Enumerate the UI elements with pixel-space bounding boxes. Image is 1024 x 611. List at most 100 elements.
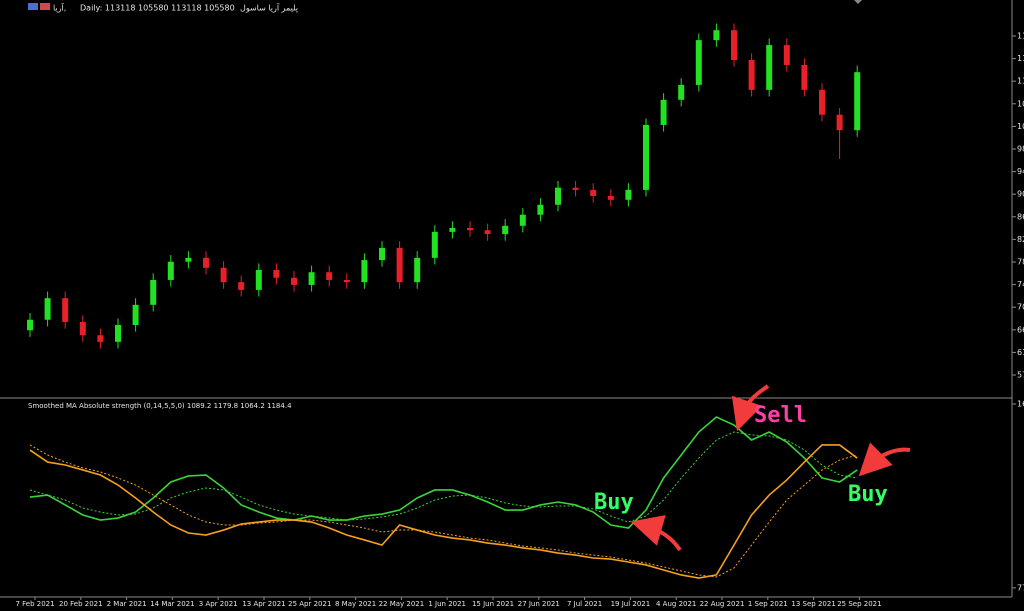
y-tick-label: 98800 xyxy=(1017,144,1024,153)
candle-body xyxy=(62,298,69,322)
candle-body xyxy=(203,257,209,268)
indicator-line xyxy=(29,416,858,529)
x-tick-label: 19 Jul 2021 xyxy=(611,600,651,608)
candle-body xyxy=(537,204,544,215)
x-tick-label: 1 Sep 2021 xyxy=(748,600,788,608)
candle-body xyxy=(414,257,421,283)
candle-body xyxy=(150,279,157,305)
candle-body xyxy=(607,195,614,200)
indicator-line xyxy=(29,431,858,523)
buy-arrow xyxy=(630,515,682,552)
chart-info: Daily: 113118 105580 113118 105580 xyxy=(80,4,235,13)
shift-marker xyxy=(854,0,862,4)
y-tick-label: 82440 xyxy=(1017,235,1024,244)
candle-body xyxy=(97,335,104,342)
candle-body xyxy=(220,267,227,283)
y-tick-label: 1637.6 xyxy=(1017,399,1024,408)
x-tick-label: 13 Apr 2021 xyxy=(242,600,285,608)
candle-body xyxy=(678,84,685,100)
x-tick-label: 7 Jul 2021 xyxy=(567,600,602,608)
candle-body xyxy=(431,231,438,258)
x-tick-label: 8 May 2021 xyxy=(335,600,376,608)
candle-body xyxy=(255,270,262,290)
candle-body xyxy=(379,247,385,261)
y-tick-label: 66080 xyxy=(1017,325,1024,334)
y-tick-label: 61990 xyxy=(1017,348,1024,357)
candle-body xyxy=(555,187,561,205)
x-tick-label: 4 Aug 2021 xyxy=(656,600,696,608)
candle-body xyxy=(695,40,702,85)
x-tick-label: 22 May 2021 xyxy=(379,600,425,608)
x-tick-label: 22 Aug 2021 xyxy=(700,600,745,608)
indicator-line xyxy=(29,444,858,578)
candle-body xyxy=(854,72,861,131)
candle-body xyxy=(783,45,790,65)
x-tick-label: 3 Apr 2021 xyxy=(199,600,238,608)
candle-body xyxy=(731,30,737,61)
x-tick-label: 2 Mar 2021 xyxy=(107,600,147,608)
x-tick-label: 1 Jun 2021 xyxy=(428,600,466,608)
candle-body xyxy=(502,225,509,235)
sell-label: Sell xyxy=(754,403,807,428)
indicator-title: Smoothed MA Absolute strength (0,14,5,5,… xyxy=(28,402,292,410)
buy-label: Buy xyxy=(848,482,888,507)
x-tick-label: 20 Feb 2021 xyxy=(59,600,103,608)
candle-body xyxy=(27,319,33,331)
x-tick-label: 25 Apr 2021 xyxy=(288,600,331,608)
y-tick-label: 77.3 xyxy=(1017,583,1024,592)
candle-body xyxy=(713,30,720,41)
x-tick-label: 7 Feb 2021 xyxy=(15,600,54,608)
flag-icon xyxy=(40,3,50,10)
flag-icon xyxy=(28,3,38,10)
y-tick-label: 106980 xyxy=(1017,99,1024,108)
candle-body xyxy=(291,277,297,285)
symbol: آریا, xyxy=(53,3,66,13)
candle-body xyxy=(273,270,280,278)
x-tick-label: 27 Jun 2021 xyxy=(518,600,560,608)
x-tick-label: 14 Mar 2021 xyxy=(150,600,194,608)
candle-body xyxy=(572,187,579,190)
candle-body xyxy=(167,261,174,280)
y-tick-label: 115160 xyxy=(1017,54,1024,63)
candle-body xyxy=(326,272,333,280)
candle-body xyxy=(361,260,368,283)
indicator-line xyxy=(29,444,858,579)
y-tick-label: 57900 xyxy=(1017,371,1024,380)
candle-body xyxy=(238,282,245,290)
x-tick-label: 15 Jun 2021 xyxy=(472,600,514,608)
candle-body xyxy=(396,247,403,283)
candle-body xyxy=(343,279,350,283)
x-tick-label: 25 Sep 2021 xyxy=(837,600,881,608)
candle-body xyxy=(766,45,773,90)
y-tick-label: 119250 xyxy=(1017,31,1024,40)
y-tick-label: 94710 xyxy=(1017,167,1024,176)
candle-body xyxy=(467,228,473,231)
candle-body xyxy=(44,298,51,320)
candle-body xyxy=(819,89,825,115)
y-tick-label: 111070 xyxy=(1017,77,1024,86)
y-tick-label: 86530 xyxy=(1017,212,1024,221)
candle-body xyxy=(132,304,139,325)
y-tick-label: 90620 xyxy=(1017,190,1024,199)
buy-arrow xyxy=(858,442,911,477)
candle-body xyxy=(801,64,808,90)
y-tick-label: 70170 xyxy=(1017,303,1024,312)
candle-body xyxy=(484,230,491,235)
x-tick-label: 13 Sep 2021 xyxy=(791,600,835,608)
y-tick-label: 78350 xyxy=(1017,257,1024,266)
candle-body xyxy=(643,124,649,190)
y-tick-label: 102890 xyxy=(1017,122,1024,131)
candle-body xyxy=(748,60,755,90)
symbol-name: پلیمر آریا ساسول xyxy=(240,3,298,13)
candle-body xyxy=(519,214,526,226)
y-tick-label: 74260 xyxy=(1017,280,1024,289)
candle-body xyxy=(625,189,632,200)
candle-body xyxy=(660,99,667,125)
candle-body xyxy=(590,189,597,196)
candle-body xyxy=(836,114,843,131)
candle-body xyxy=(185,257,192,262)
candle-body xyxy=(308,272,315,285)
candle-body xyxy=(449,228,456,232)
candle-body xyxy=(115,324,121,342)
